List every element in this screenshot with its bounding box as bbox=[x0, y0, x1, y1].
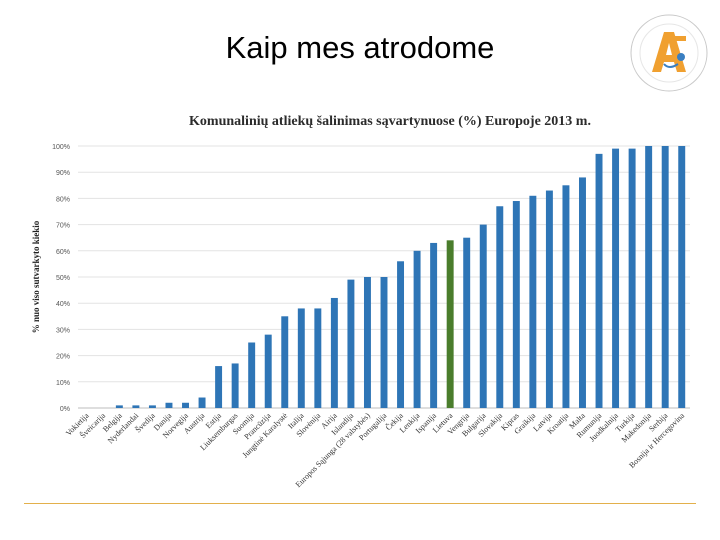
bar bbox=[198, 397, 206, 408]
y-tick-label: 90% bbox=[56, 170, 70, 177]
bar bbox=[380, 277, 388, 408]
y-tick-label: 0% bbox=[60, 406, 70, 413]
y-axis-label: % nuo viso sutvarkyto kiekio bbox=[31, 220, 41, 333]
bar bbox=[264, 334, 272, 408]
bar bbox=[165, 402, 173, 408]
bar bbox=[479, 224, 487, 408]
bar bbox=[297, 308, 305, 408]
y-tick-label: 100% bbox=[52, 144, 70, 151]
bar bbox=[330, 297, 338, 408]
bar bbox=[363, 277, 371, 408]
bar bbox=[463, 237, 471, 408]
chart-title: Komunalinių atliekų šalinimas sąvartynuo… bbox=[189, 114, 591, 129]
bar bbox=[628, 148, 636, 408]
y-tick-label: 30% bbox=[56, 327, 70, 334]
bar bbox=[661, 146, 669, 408]
y-tick-label: 80% bbox=[56, 196, 70, 203]
bar bbox=[248, 342, 256, 408]
landfill-bar-chart: 0% 10% 20% 30% 40% 50% 60% 70% 80% 90% 100% % nuo v… bbox=[31, 144, 690, 489]
y-tick-label: 20% bbox=[56, 354, 70, 361]
bar bbox=[231, 363, 239, 408]
y-tick-label: 40% bbox=[56, 301, 70, 308]
bar bbox=[529, 195, 537, 408]
bar bbox=[496, 206, 504, 408]
bar bbox=[612, 148, 620, 408]
bar bbox=[314, 308, 322, 408]
slide-title: Kaip mes atrodome bbox=[225, 30, 495, 65]
y-tick-label: 10% bbox=[56, 380, 70, 387]
ministry-seal-icon bbox=[630, 14, 708, 92]
bar bbox=[562, 185, 570, 408]
bar bbox=[413, 250, 421, 408]
bar bbox=[215, 366, 223, 408]
bar bbox=[545, 190, 553, 408]
bar bbox=[148, 405, 156, 408]
bar bbox=[595, 153, 603, 408]
bar bbox=[281, 316, 289, 408]
bar bbox=[115, 405, 123, 408]
bar bbox=[512, 201, 520, 408]
bar bbox=[347, 279, 355, 408]
bar bbox=[645, 146, 653, 408]
bar bbox=[132, 405, 140, 408]
ministry-logo bbox=[628, 12, 710, 94]
bar bbox=[678, 146, 686, 408]
footer-divider bbox=[24, 503, 696, 504]
y-tick-label: 50% bbox=[56, 275, 70, 282]
bar bbox=[430, 242, 438, 408]
bar bbox=[579, 177, 586, 408]
bar bbox=[397, 261, 405, 408]
y-tick-label: 70% bbox=[56, 223, 70, 230]
y-tick-label: 60% bbox=[56, 249, 70, 256]
bar bbox=[446, 240, 454, 408]
bar bbox=[182, 402, 189, 408]
